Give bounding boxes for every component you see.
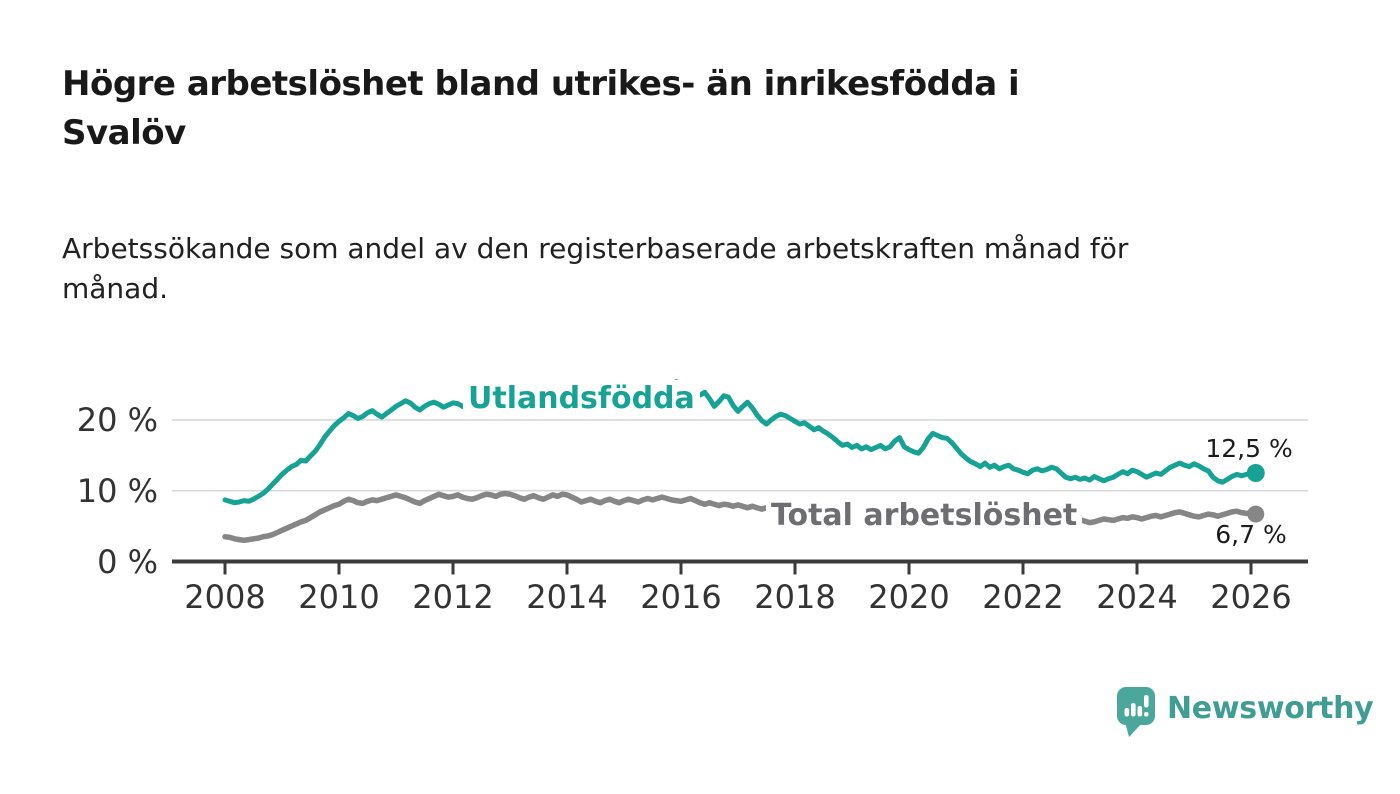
x-axis-label-2010: 2010 [298,578,380,616]
x-axis-label-2012: 2012 [412,578,494,616]
x-axis-label-2016: 2016 [640,578,722,616]
series-line-utlandsfodda [222,379,1259,506]
chart-title: Högre arbetslöshet bland utrikes- än inr… [62,60,1020,158]
end-value-label-utlandsfodda: 12,5 % [1205,434,1293,463]
y-axis-label-10: 10 % [76,471,158,510]
chart-title-line2: Svalöv [62,113,186,153]
series-label-utlandsfodda: Utlandsfödda [463,380,700,418]
x-axis-label-2020: 2020 [868,578,950,616]
series-end-dot-utlandsfodda [1246,464,1265,482]
x-axis-label-2026: 2026 [1210,578,1292,616]
chart-subtitle-line1: Arbetssökande som andel av den registerb… [62,232,1129,265]
x-axis-label-2018: 2018 [754,578,836,616]
series-end-dot-total [1247,505,1265,523]
series-line-total [222,490,1259,544]
bar-chart-speech-bubble-icon [1117,687,1155,737]
chart-subtitle: Arbetssökande som andel av den registerb… [62,229,1128,309]
x-axis-label-2008: 2008 [184,578,266,616]
y-axis-label-0: 0 % [97,542,158,581]
end-value-label-total: 6,7 % [1215,520,1287,550]
y-axis-label-20: 20 % [76,400,158,439]
chart-title-line1: Högre arbetslöshet bland utrikes- än inr… [62,64,1020,104]
x-axis-label-2024: 2024 [1096,578,1178,616]
chart-subtitle-line2: månad. [62,272,169,305]
newsworthy-logo [1112,686,1158,738]
newsworthy-wordmark: Newsworthy [1167,691,1374,726]
x-axis-label-2014: 2014 [526,578,608,616]
series-label-total-arbetsloshet: Total arbetslöshet [766,497,1083,535]
x-axis-label-2022: 2022 [982,578,1064,616]
